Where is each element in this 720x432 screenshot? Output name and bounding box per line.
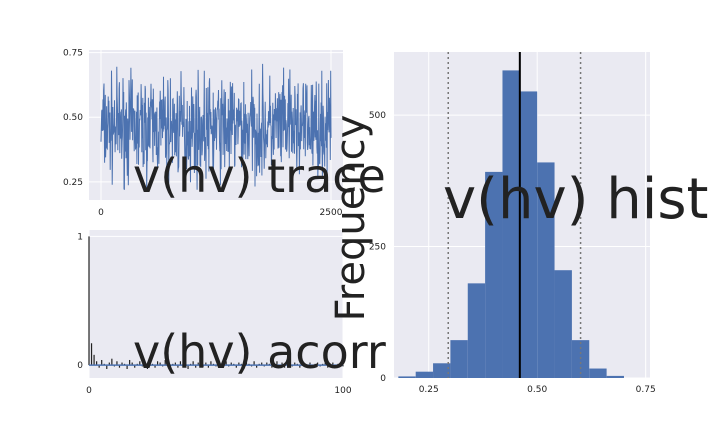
hist-ytick-label: 250 xyxy=(369,243,386,253)
hist-bar xyxy=(398,376,416,378)
hist-ytick-label: 0 xyxy=(380,374,386,384)
hist-bar xyxy=(554,270,572,378)
acorr-ytick-label: 1 xyxy=(77,232,83,242)
trace-ytick-label: 0.25 xyxy=(63,178,83,188)
trace-title: v(hv) trace xyxy=(133,149,386,203)
hist-bar xyxy=(485,171,503,378)
hist-xtick-label: 0.50 xyxy=(527,385,547,395)
acorr-axes-background xyxy=(89,230,343,378)
hist-bar xyxy=(519,91,538,378)
hist-bar xyxy=(606,375,624,378)
hist-bar xyxy=(450,340,468,378)
hist-bar xyxy=(537,162,555,378)
acorr-xtick-label: 100 xyxy=(334,386,351,396)
hist-bar xyxy=(589,368,607,378)
acorr-title: v(hv) acorr xyxy=(133,325,386,379)
trace-ytick-label: 0.50 xyxy=(63,113,83,123)
hist-bar xyxy=(571,340,590,378)
trace-ytick-label: 0.75 xyxy=(63,49,83,59)
hist-ylabel: Frequency xyxy=(328,115,374,322)
hist-bar xyxy=(502,70,520,378)
hist-xtick-label: 0.25 xyxy=(419,385,439,395)
hist-bar xyxy=(415,371,434,378)
trace-xtick-label: 0 xyxy=(98,208,104,218)
hist-ytick-label: 500 xyxy=(369,111,386,121)
hist-bar xyxy=(467,283,486,378)
acorr-ytick-label: 0 xyxy=(77,361,83,371)
hist-bar xyxy=(433,363,451,378)
hist-title: v(hv) hist xyxy=(443,167,708,232)
trace-series-line xyxy=(100,63,332,190)
trace-xtick-label: 2500 xyxy=(320,208,343,218)
acorr-xtick-label: 0 xyxy=(86,386,92,396)
hist-xtick-label: 0.75 xyxy=(636,385,656,395)
